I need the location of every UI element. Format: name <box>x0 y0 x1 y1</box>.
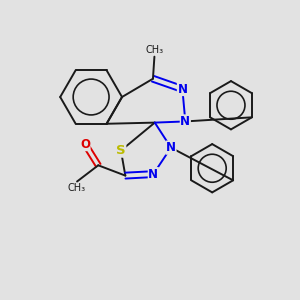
Text: N: N <box>148 168 158 181</box>
Text: N: N <box>177 82 188 95</box>
Text: CH₃: CH₃ <box>146 45 164 55</box>
Text: O: O <box>80 138 90 151</box>
Text: N: N <box>180 115 190 128</box>
Text: CH₃: CH₃ <box>68 183 86 193</box>
Text: N: N <box>166 141 176 154</box>
Text: S: S <box>116 144 126 157</box>
